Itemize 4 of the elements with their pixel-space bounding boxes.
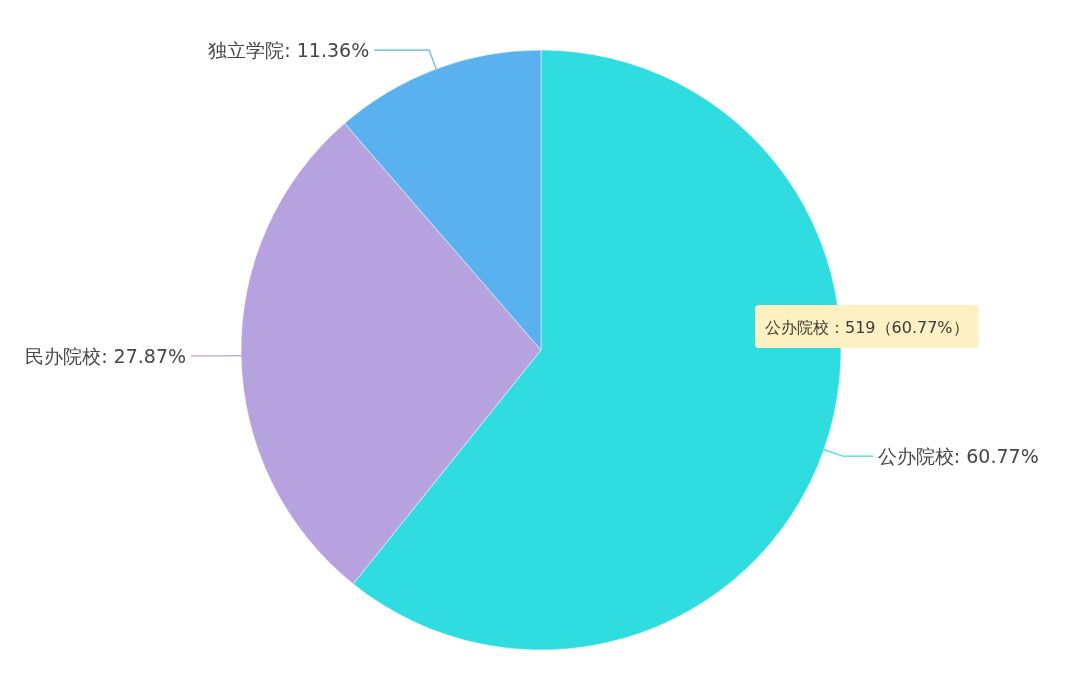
- text: 公办院校：519（60.77%）: [765, 317, 969, 337]
- slice-label: 民办院校: 27.87%: [25, 344, 187, 367]
- slice-label: 公办院校: 60.77%: [877, 444, 1039, 467]
- slice-label: 独立学院: 11.36%: [208, 38, 370, 61]
